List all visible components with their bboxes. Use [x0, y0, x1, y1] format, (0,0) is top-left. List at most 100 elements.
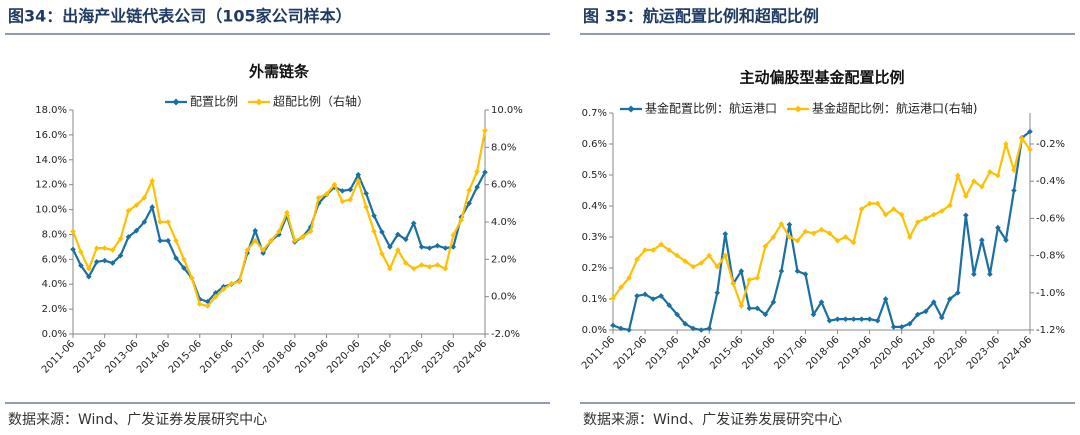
point-marker [979, 237, 985, 243]
point-marker [212, 293, 219, 300]
y-tick-label: 12.0% [35, 180, 67, 191]
point-marker [770, 234, 777, 240]
point-marker [706, 325, 713, 332]
point-marker [331, 181, 338, 188]
x-tick-label: 2012-06 [612, 334, 649, 371]
x-tick-label: 2016-06 [198, 338, 235, 375]
source-note: 数据来源：Wind、广发证券发展研究中心 [583, 412, 842, 428]
point-marker [850, 239, 857, 246]
x-tick-label: 2023-06 [420, 338, 457, 375]
x-tick-label: 2014-06 [135, 338, 172, 375]
point-marker [252, 227, 259, 234]
x-tick-label: 2019-06 [837, 334, 874, 371]
point-marker [642, 291, 648, 298]
point-marker [722, 252, 729, 259]
y2-tick-label: 8.0% [491, 142, 516, 153]
y2-tick-label: -1.2% [1036, 325, 1065, 336]
point-marker [738, 268, 745, 274]
y2-tick-label: -0.6% [1036, 213, 1065, 224]
point-marker [220, 286, 227, 292]
y2-tick-label: 0.0% [491, 292, 516, 303]
point-marker [826, 317, 833, 324]
point-marker [754, 275, 761, 281]
y-tick-label: 16.0% [35, 130, 67, 141]
point-marker [690, 325, 696, 332]
point-marker [642, 247, 648, 253]
point-marker [347, 186, 354, 193]
point-marker [244, 247, 251, 253]
point-marker [826, 230, 833, 237]
y-tick-label: 0.5% [582, 170, 607, 181]
point-marker [987, 169, 993, 175]
point-marker [339, 198, 346, 205]
point-marker [658, 293, 664, 299]
point-marker [70, 246, 76, 253]
point-marker [955, 290, 961, 296]
point-marker [418, 244, 425, 250]
point-marker [141, 219, 148, 225]
x-tick-label: 2021-06 [901, 334, 938, 371]
point-marker [458, 217, 465, 223]
point-marker [698, 327, 705, 333]
point-marker [1027, 128, 1033, 135]
y-tick-label: 18.0% [35, 105, 67, 116]
figure-heading: 图 35：航运配置比例和超配比例 [583, 7, 819, 26]
point-marker [125, 208, 132, 214]
point-marker [770, 299, 777, 305]
point-marker [987, 271, 993, 277]
point-marker [794, 237, 801, 244]
point-marker [450, 232, 457, 238]
x-tick-label: 2017-06 [230, 338, 267, 375]
point-marker [658, 241, 664, 248]
point-marker [78, 262, 84, 269]
legend-marker [794, 105, 802, 113]
point-marker [101, 257, 108, 264]
x-tick-label: 2015-06 [708, 334, 745, 371]
point-marker [363, 204, 369, 210]
point-marker [898, 324, 905, 330]
chart-title: 主动偏股型基金配置比例 [739, 69, 904, 87]
point-marker [149, 204, 156, 210]
point-marker [746, 276, 753, 283]
point-marker [674, 252, 680, 259]
legend-marker [255, 98, 263, 106]
x-tick-label: 2011-06 [40, 338, 77, 375]
point-marker [1003, 141, 1009, 147]
point-marker [395, 231, 401, 238]
point-marker [947, 202, 953, 209]
y2-tick-label: 6.0% [491, 180, 516, 191]
x-tick-label: 2011-06 [580, 334, 617, 371]
point-marker [922, 215, 929, 222]
legend-marker [627, 105, 635, 113]
point-marker [898, 211, 905, 218]
point-marker [730, 280, 737, 287]
point-marker [315, 194, 322, 201]
point-marker [395, 247, 401, 253]
point-marker [474, 184, 480, 190]
point-marker [78, 249, 84, 255]
point-marker [355, 171, 362, 178]
point-marker [252, 237, 259, 244]
y2-tick-label: -0.2% [1036, 139, 1065, 150]
point-marker [93, 259, 100, 265]
point-marker [722, 231, 729, 237]
x-tick-label: 2024-06 [997, 334, 1034, 371]
point-marker [379, 229, 385, 235]
point-marker [634, 293, 640, 299]
y-tick-label: 0.4% [582, 201, 607, 212]
point-marker [482, 169, 488, 176]
point-marker [339, 188, 346, 194]
y2-tick-label: -0.4% [1036, 176, 1065, 187]
point-marker [666, 247, 672, 253]
point-marker [810, 230, 817, 237]
series-line [71, 130, 487, 308]
point-marker [714, 290, 721, 296]
figure-heading: 图34：出海产业链代表公司（105家公司样本） [8, 7, 352, 26]
point-marker [914, 311, 921, 318]
point-marker [93, 245, 100, 251]
point-marker [971, 178, 977, 185]
point-marker [307, 228, 314, 235]
y-tick-label: 10.0% [35, 205, 67, 216]
point-marker [794, 268, 801, 274]
x-tick-label: 2012-06 [72, 338, 109, 375]
